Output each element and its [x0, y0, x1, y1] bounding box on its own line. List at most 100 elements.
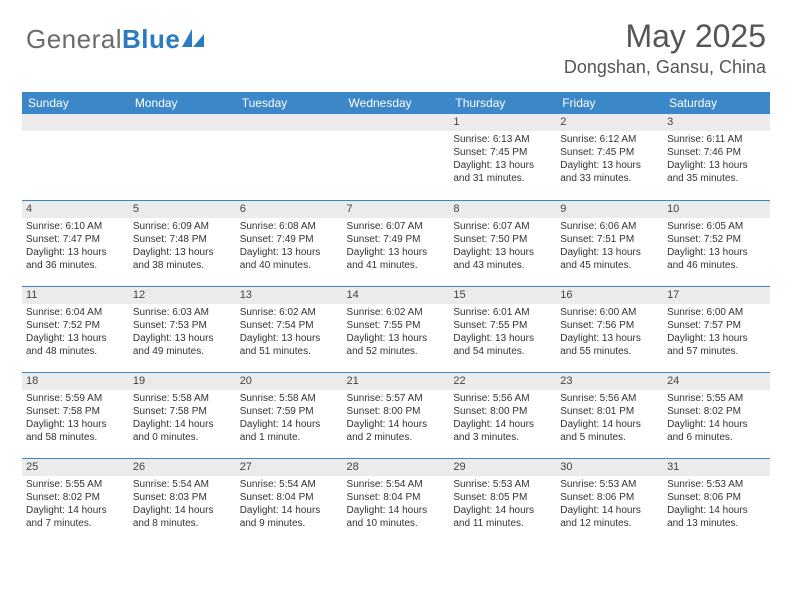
- sunset-text: Sunset: 7:45 PM: [560, 146, 659, 159]
- day-number: 20: [236, 373, 343, 390]
- sunset-text: Sunset: 7:46 PM: [667, 146, 766, 159]
- cell-body: Sunrise: 5:55 AMSunset: 8:02 PMDaylight:…: [22, 476, 129, 532]
- sunset-text: Sunset: 8:06 PM: [560, 491, 659, 504]
- day-number: 24: [663, 373, 770, 390]
- sunset-text: Sunset: 7:58 PM: [26, 405, 125, 418]
- daylight-text: Daylight: 13 hours and 54 minutes.: [453, 332, 552, 358]
- calendar-week-row: 1Sunrise: 6:13 AMSunset: 7:45 PMDaylight…: [22, 114, 770, 200]
- calendar-cell: 31Sunrise: 5:53 AMSunset: 8:06 PMDayligh…: [663, 458, 770, 544]
- daylight-text: Daylight: 14 hours and 10 minutes.: [347, 504, 446, 530]
- cell-body: [22, 131, 129, 135]
- cell-body: Sunrise: 6:07 AMSunset: 7:50 PMDaylight:…: [449, 218, 556, 274]
- cell-body: Sunrise: 6:09 AMSunset: 7:48 PMDaylight:…: [129, 218, 236, 274]
- sunrise-text: Sunrise: 6:10 AM: [26, 220, 125, 233]
- day-number: 31: [663, 459, 770, 476]
- cell-body: Sunrise: 5:58 AMSunset: 7:58 PMDaylight:…: [129, 390, 236, 446]
- day-number: 1: [449, 114, 556, 131]
- cell-body: Sunrise: 6:03 AMSunset: 7:53 PMDaylight:…: [129, 304, 236, 360]
- calendar-cell: 3Sunrise: 6:11 AMSunset: 7:46 PMDaylight…: [663, 114, 770, 200]
- sunset-text: Sunset: 7:49 PM: [240, 233, 339, 246]
- sunset-text: Sunset: 7:48 PM: [133, 233, 232, 246]
- page-header: GeneralBlue May 2025 Dongshan, Gansu, Ch…: [0, 0, 792, 86]
- day-number: 3: [663, 114, 770, 131]
- logo-text-2: Blue: [122, 24, 180, 55]
- cell-body: Sunrise: 5:56 AMSunset: 8:01 PMDaylight:…: [556, 390, 663, 446]
- daylight-text: Daylight: 14 hours and 3 minutes.: [453, 418, 552, 444]
- sunrise-text: Sunrise: 6:00 AM: [560, 306, 659, 319]
- day-number: 13: [236, 287, 343, 304]
- calendar-cell: 20 Sunrise: 5:58 AMSunset: 7:59 PMDayligh…: [236, 372, 343, 458]
- calendar-cell: [236, 114, 343, 200]
- calendar-cell: 8Sunrise: 6:07 AMSunset: 7:50 PMDaylight…: [449, 200, 556, 286]
- day-number: 7: [343, 201, 450, 218]
- daylight-text: Daylight: 13 hours and 31 minutes.: [453, 159, 552, 185]
- calendar-week-row: 25Sunrise: 5:55 AMSunset: 8:02 PMDayligh…: [22, 458, 770, 544]
- sunrise-text: Sunrise: 6:07 AM: [347, 220, 446, 233]
- calendar-header-row: SundayMondayTuesdayWednesdayThursdayFrid…: [22, 92, 770, 114]
- calendar-cell: 2Sunrise: 6:12 AMSunset: 7:45 PMDaylight…: [556, 114, 663, 200]
- day-number: 15: [449, 287, 556, 304]
- cell-body: Sunrise: 6:02 AMSunset: 7:54 PMDaylight:…: [236, 304, 343, 360]
- calendar-cell: 1Sunrise: 6:13 AMSunset: 7:45 PMDaylight…: [449, 114, 556, 200]
- calendar-table: SundayMondayTuesdayWednesdayThursdayFrid…: [22, 92, 770, 544]
- daylight-text: Daylight: 14 hours and 13 minutes.: [667, 504, 766, 530]
- day-number: 18: [22, 373, 129, 390]
- sunrise-text: Sunrise: 6:07 AM: [453, 220, 552, 233]
- cell-body: Sunrise: 5:59 AMSunset: 7:58 PMDaylight:…: [22, 390, 129, 446]
- cell-body: Sunrise: 5:54 AMSunset: 8:04 PMDaylight:…: [236, 476, 343, 532]
- daylight-text: Daylight: 14 hours and 7 minutes.: [26, 504, 125, 530]
- calendar-cell: 26Sunrise: 5:54 AMSunset: 8:03 PMDayligh…: [129, 458, 236, 544]
- cell-body: Sunrise: 6:12 AMSunset: 7:45 PMDaylight:…: [556, 131, 663, 187]
- cell-body: Sunrise: 5:55 AMSunset: 8:02 PMDaylight:…: [663, 390, 770, 446]
- daylight-text: Daylight: 13 hours and 40 minutes.: [240, 246, 339, 272]
- daylight-text: Daylight: 13 hours and 41 minutes.: [347, 246, 446, 272]
- daylight-text: Daylight: 13 hours and 46 minutes.: [667, 246, 766, 272]
- daylight-text: Daylight: 14 hours and 9 minutes.: [240, 504, 339, 530]
- sunrise-text: Sunrise: 6:00 AM: [667, 306, 766, 319]
- daylight-text: Daylight: 13 hours and 45 minutes.: [560, 246, 659, 272]
- sunrise-text: Sunrise: 6:01 AM: [453, 306, 552, 319]
- daylight-text: Daylight: 14 hours and 1 minute.: [240, 418, 339, 444]
- cell-body: Sunrise: 6:06 AMSunset: 7:51 PMDaylight:…: [556, 218, 663, 274]
- calendar-cell: 9Sunrise: 6:06 AMSunset: 7:51 PMDaylight…: [556, 200, 663, 286]
- day-number: 10: [663, 201, 770, 218]
- weekday-header: Monday: [129, 92, 236, 114]
- day-number: 27: [236, 459, 343, 476]
- daylight-text: Daylight: 14 hours and 11 minutes.: [453, 504, 552, 530]
- calendar-week-row: 11Sunrise: 6:04 AMSunset: 7:52 PMDayligh…: [22, 286, 770, 372]
- sunrise-text: Sunrise: 6:09 AM: [133, 220, 232, 233]
- daylight-text: Daylight: 14 hours and 0 minutes.: [133, 418, 232, 444]
- sunset-text: Sunset: 7:45 PM: [453, 146, 552, 159]
- day-number: 11: [22, 287, 129, 304]
- cell-body: Sunrise: 5:54 AMSunset: 8:04 PMDaylight:…: [343, 476, 450, 532]
- calendar-cell: 27Sunrise: 5:54 AMSunset: 8:04 PMDayligh…: [236, 458, 343, 544]
- day-number: 8: [449, 201, 556, 218]
- sunset-text: Sunset: 7:50 PM: [453, 233, 552, 246]
- calendar-cell: 21Sunrise: 5:57 AMSunset: 8:00 PMDayligh…: [343, 372, 450, 458]
- sunset-text: Sunset: 8:06 PM: [667, 491, 766, 504]
- title-block: May 2025 Dongshan, Gansu, China: [564, 18, 766, 78]
- calendar-cell: 17Sunrise: 6:00 AMSunset: 7:57 PMDayligh…: [663, 286, 770, 372]
- sunset-text: Sunset: 7:54 PM: [240, 319, 339, 332]
- sunset-text: Sunset: 7:59 PM: [240, 405, 339, 418]
- cell-body: Sunrise: 6:07 AMSunset: 7:49 PMDaylight:…: [343, 218, 450, 274]
- sunset-text: Sunset: 8:00 PM: [347, 405, 446, 418]
- sunset-text: Sunset: 8:04 PM: [240, 491, 339, 504]
- sunset-text: Sunset: 8:02 PM: [26, 491, 125, 504]
- calendar-cell: 14Sunrise: 6:02 AMSunset: 7:55 PMDayligh…: [343, 286, 450, 372]
- calendar-cell: 25Sunrise: 5:55 AMSunset: 8:02 PMDayligh…: [22, 458, 129, 544]
- sunrise-text: Sunrise: 5:58 AM: [240, 392, 339, 405]
- sunset-text: Sunset: 7:53 PM: [133, 319, 232, 332]
- calendar-cell: [129, 114, 236, 200]
- calendar-cell: 15Sunrise: 6:01 AMSunset: 7:55 PMDayligh…: [449, 286, 556, 372]
- cell-body: Sunrise: 5:57 AMSunset: 8:00 PMDaylight:…: [343, 390, 450, 446]
- calendar-cell: [22, 114, 129, 200]
- day-number: [129, 114, 236, 131]
- day-number: 30: [556, 459, 663, 476]
- sunset-text: Sunset: 7:55 PM: [347, 319, 446, 332]
- sunset-text: Sunset: 7:56 PM: [560, 319, 659, 332]
- daylight-text: Daylight: 13 hours and 43 minutes.: [453, 246, 552, 272]
- weekday-header: Sunday: [22, 92, 129, 114]
- weekday-header: Wednesday: [343, 92, 450, 114]
- day-number: 22: [449, 373, 556, 390]
